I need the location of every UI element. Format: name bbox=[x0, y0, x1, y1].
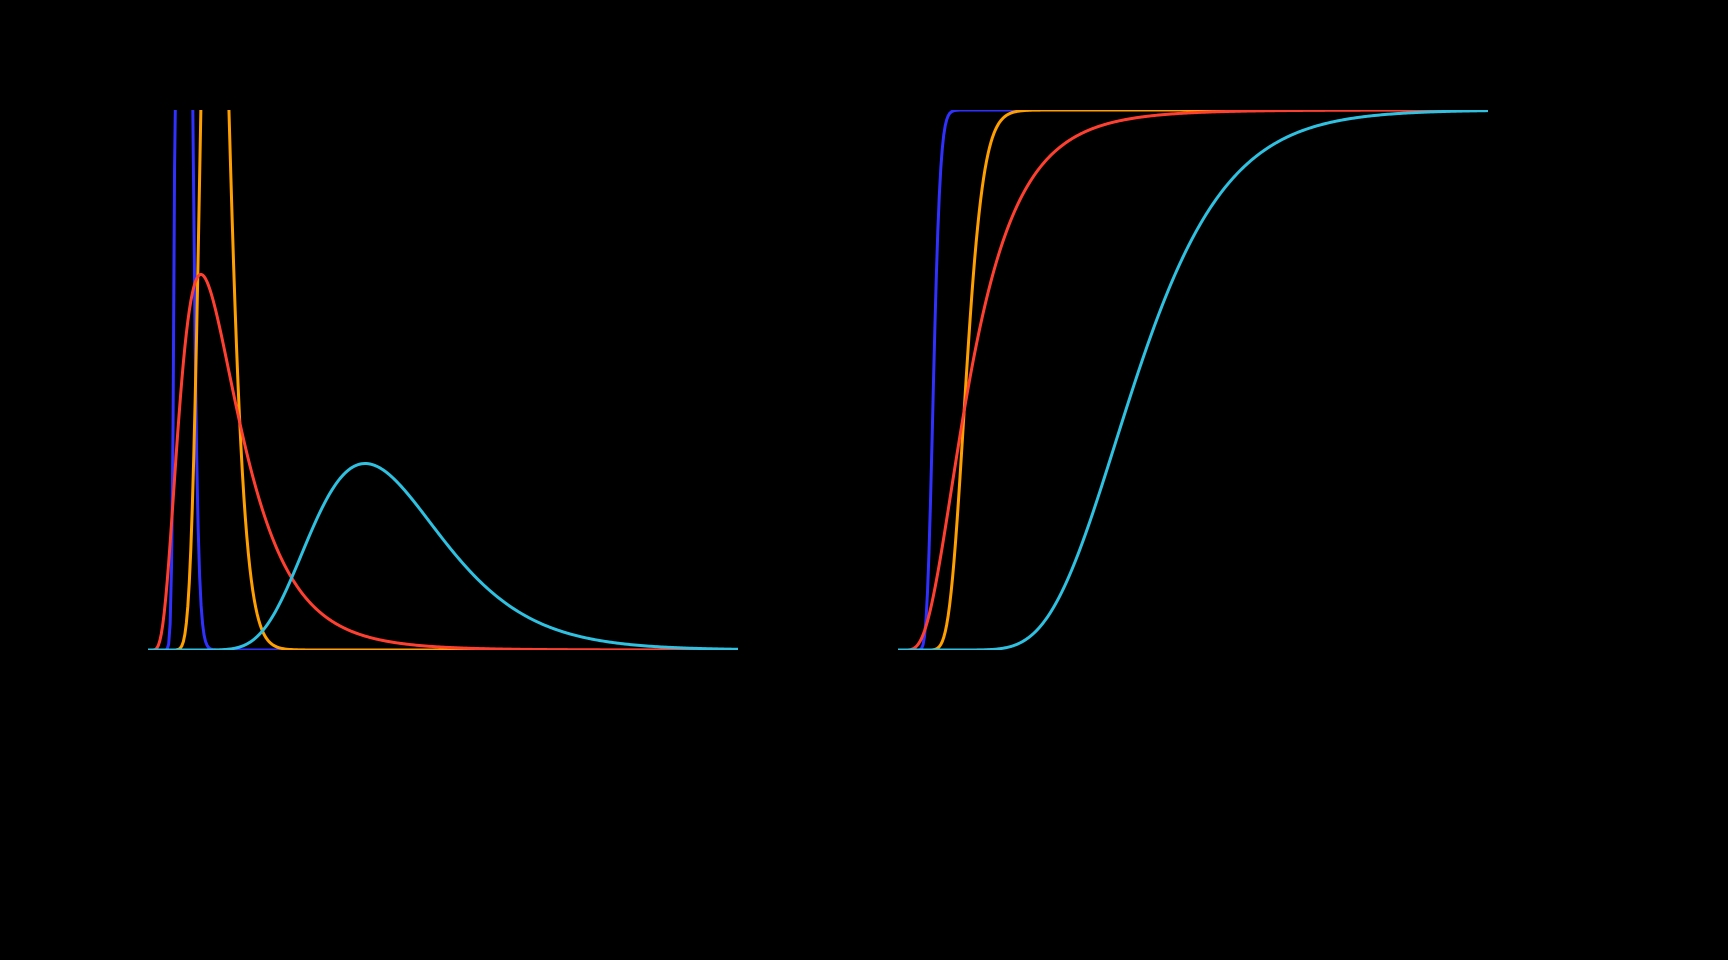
series-s4 bbox=[148, 463, 738, 650]
xtick-label: 2 bbox=[379, 666, 389, 686]
series-s2 bbox=[148, 56, 738, 650]
xlabel: x bbox=[438, 698, 449, 723]
xtick-label: 0 bbox=[143, 666, 153, 686]
ytick-label: 0.5 bbox=[107, 505, 132, 525]
ytick-label: 1.0 bbox=[107, 370, 132, 390]
series-s3 bbox=[898, 110, 1488, 650]
ytick-label: 0.0 bbox=[107, 640, 132, 660]
xtick-label: 3 bbox=[497, 666, 507, 686]
ytick-label: 2.0 bbox=[107, 100, 132, 120]
xtick-label: 1 bbox=[261, 666, 271, 686]
panel-cdf: CDF 0 1 2 3 4 5 0.0 0.2 0.4 0.6 0.8 1.0 x F(x) bbox=[813, 55, 1493, 723]
xtick-label: 4 bbox=[1365, 666, 1375, 686]
ytick-label: 0.8 bbox=[857, 208, 882, 228]
plot-svg: PDF 0 1 2 3 4 5 0.0 0.5 1.0 1.5 2.0 x f(x) CDF 0 1 2 3 4 5 0.… bbox=[0, 0, 1728, 960]
xtick-label: 1 bbox=[1011, 666, 1021, 686]
xtick-label: 5 bbox=[733, 666, 743, 686]
ytick-label: 1.5 bbox=[107, 235, 132, 255]
plot-frame bbox=[898, 110, 1488, 650]
series-s2 bbox=[898, 110, 1488, 650]
ylabel: F(x) bbox=[813, 360, 838, 399]
xtick-label: 0 bbox=[893, 666, 903, 686]
xtick-label: 3 bbox=[1247, 666, 1257, 686]
ytick-label: 0.2 bbox=[857, 532, 882, 552]
ytick-label: 0.4 bbox=[857, 424, 882, 444]
xtick-label: 5 bbox=[1483, 666, 1493, 686]
series-s4 bbox=[898, 111, 1488, 650]
ytick-label: 0.6 bbox=[857, 316, 882, 336]
xlabel: x bbox=[1188, 698, 1199, 723]
ytick-label: 1.0 bbox=[857, 100, 882, 120]
figure-root: PDF 0 1 2 3 4 5 0.0 0.5 1.0 1.5 2.0 x f(x) CDF 0 1 2 3 4 5 0.… bbox=[0, 0, 1728, 960]
ylabel: f(x) bbox=[63, 364, 88, 396]
xtick-label: 2 bbox=[1129, 666, 1139, 686]
panel-title: PDF bbox=[415, 55, 471, 86]
ytick-label: 0.0 bbox=[857, 640, 882, 660]
series-s1 bbox=[898, 110, 1488, 650]
panel-title: CDF bbox=[1164, 55, 1222, 86]
xtick-label: 4 bbox=[615, 666, 625, 686]
panel-pdf: PDF 0 1 2 3 4 5 0.0 0.5 1.0 1.5 2.0 x f(x) bbox=[63, 55, 743, 723]
